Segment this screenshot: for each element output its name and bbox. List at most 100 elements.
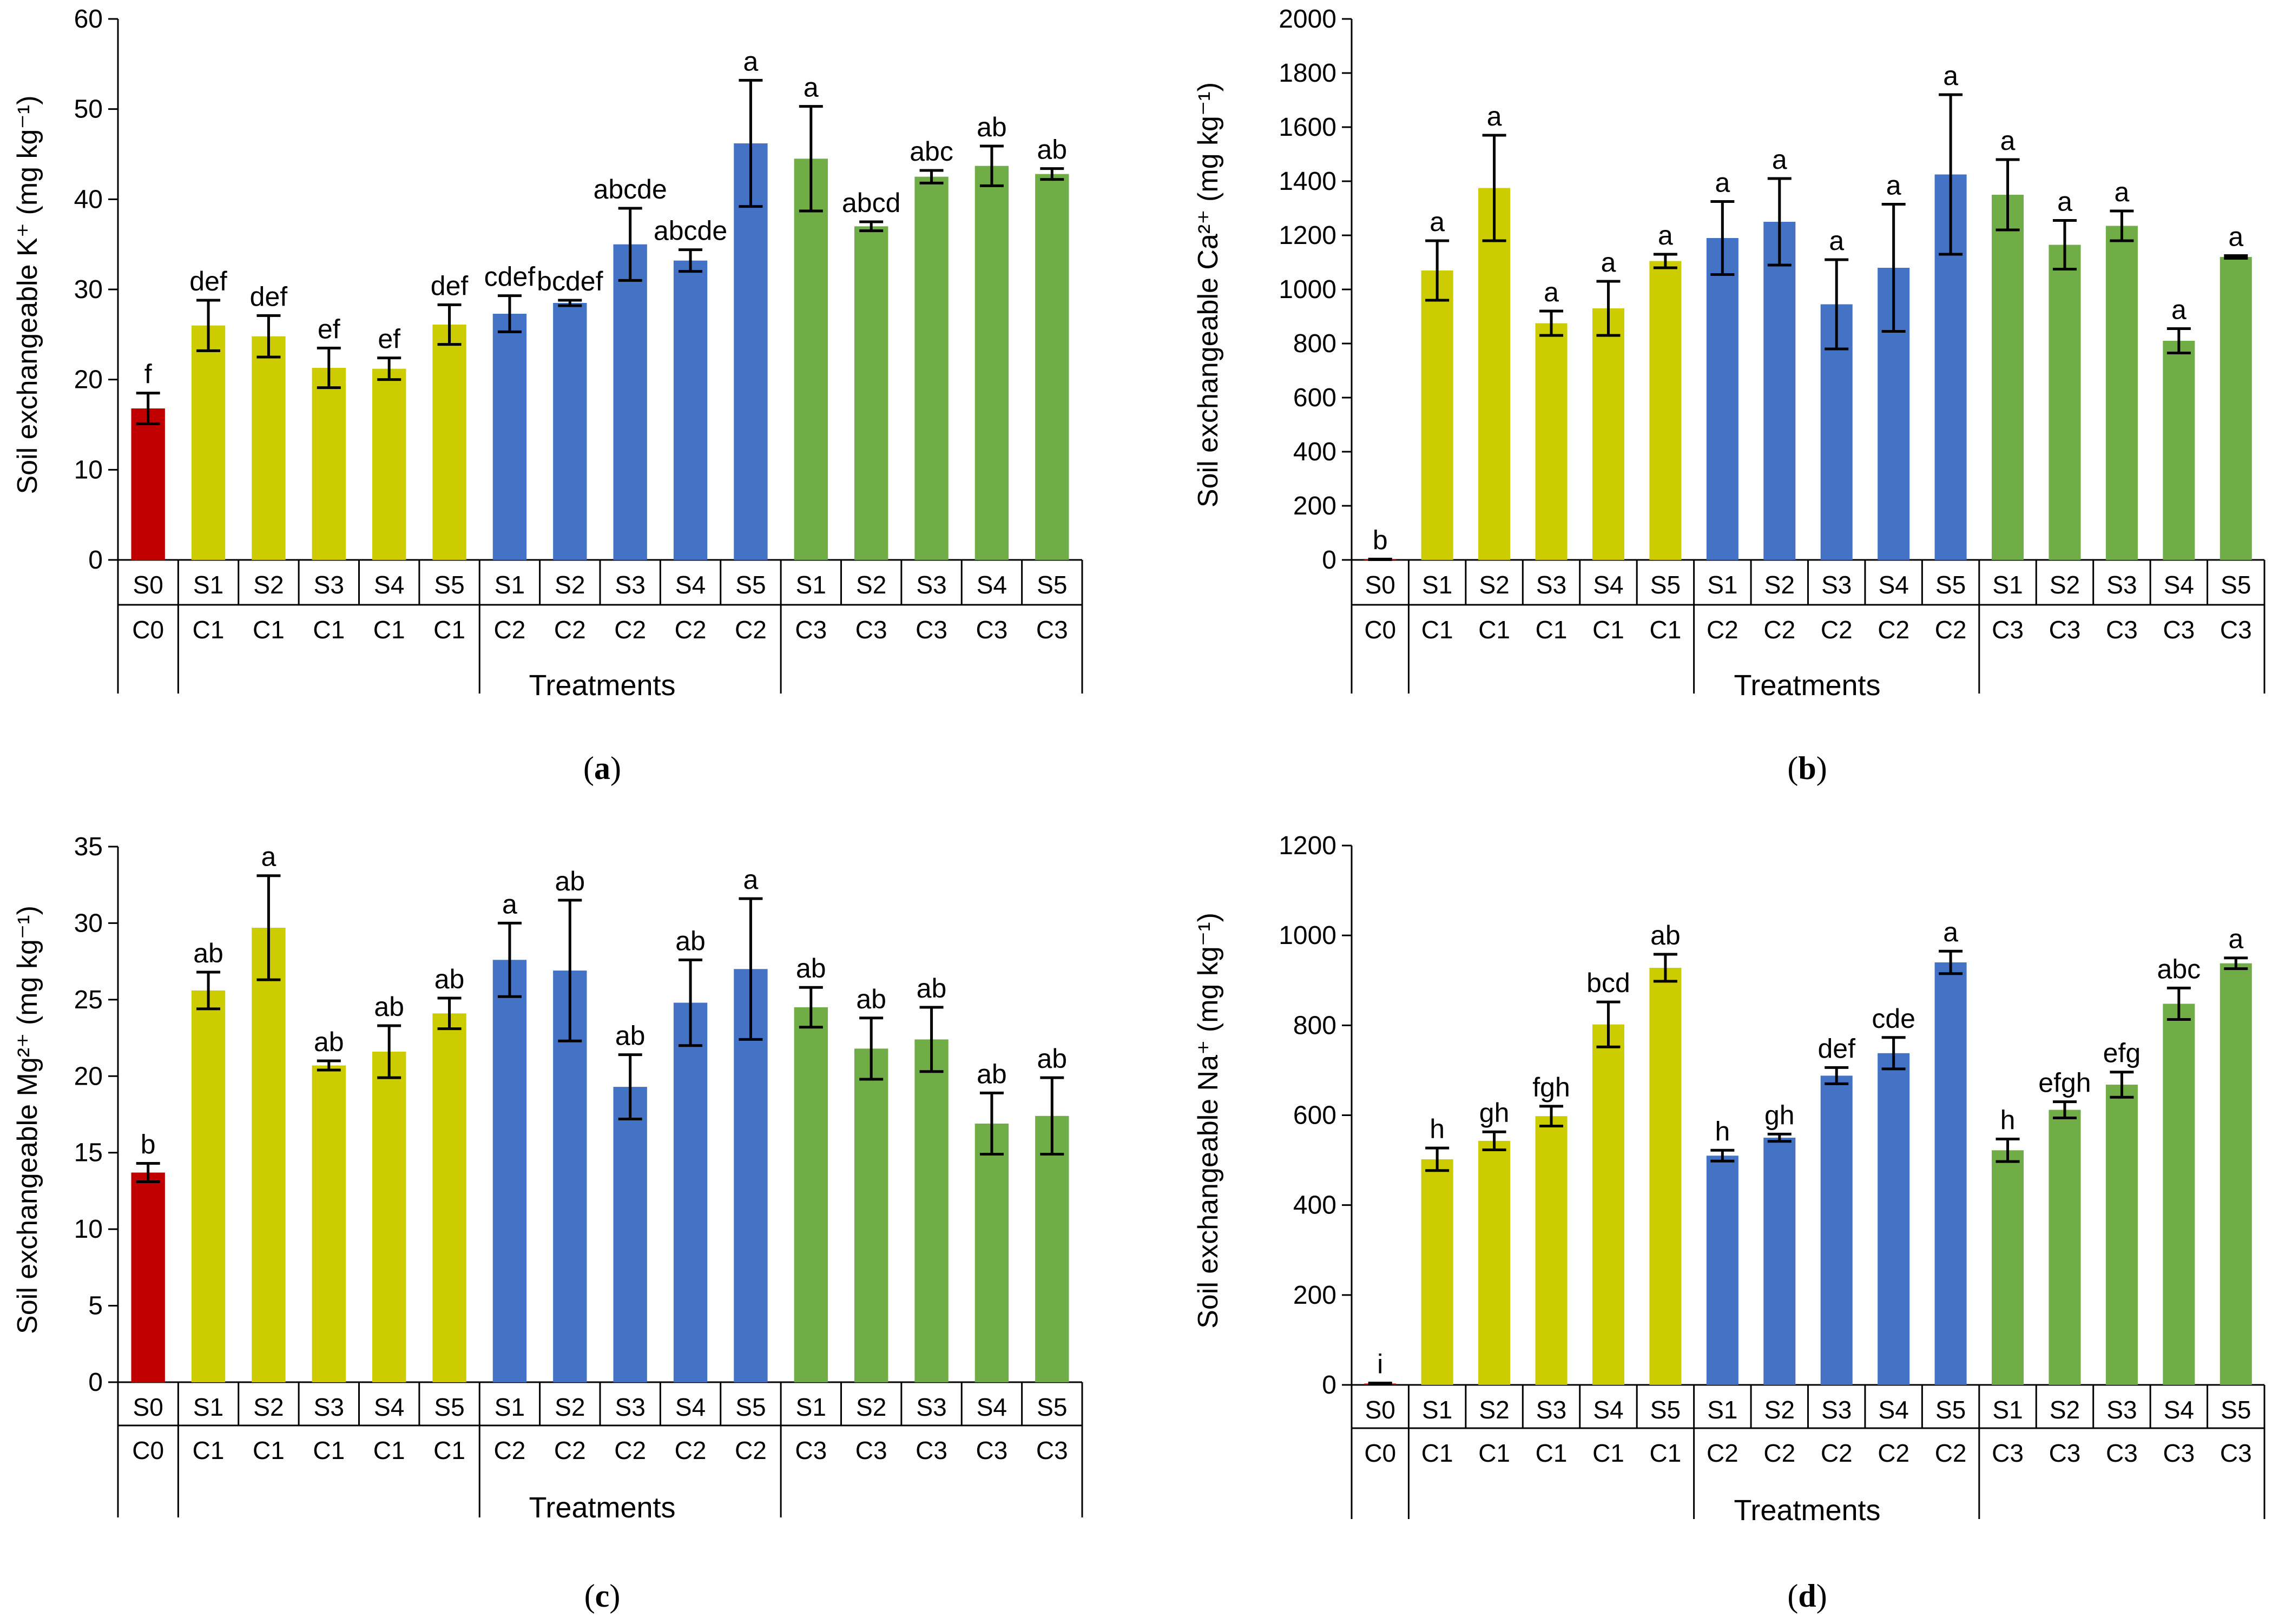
x-label-compost: C1 [1421, 616, 1453, 644]
x-label-salinity: S4 [2164, 1396, 2194, 1424]
significance-letter: efg [2103, 1038, 2141, 1068]
significance-letter: a [1658, 220, 1673, 250]
y-tick-label: 600 [1293, 384, 1336, 412]
significance-letter: bcdef [537, 266, 603, 296]
bar [492, 314, 527, 560]
significance-letter: cde [1872, 1004, 1915, 1034]
significance-letter: ab [977, 1059, 1007, 1089]
significance-letter: a [1544, 277, 1559, 307]
x-label-salinity: S4 [374, 571, 404, 599]
x-label-compost: C1 [1592, 616, 1624, 644]
significance-letter: ab [675, 926, 706, 956]
x-label-salinity: S2 [1764, 571, 1795, 599]
x-label-salinity: S4 [2164, 571, 2194, 599]
x-label-salinity: S2 [1479, 1396, 1509, 1424]
significance-letter: i [1377, 1349, 1383, 1379]
y-tick-label: 1200 [1279, 221, 1336, 250]
x-label-compost: C2 [675, 616, 707, 644]
x-label-salinity: S2 [856, 1393, 886, 1421]
bar [252, 336, 286, 560]
x-label-salinity: S4 [1593, 1396, 1623, 1424]
x-label-salinity: S1 [495, 571, 525, 599]
x-label-salinity: S3 [2106, 1396, 2137, 1424]
bar [2163, 341, 2195, 560]
x-label-compost: C3 [855, 616, 887, 644]
significance-letter: ab [917, 973, 947, 1004]
bar [372, 1052, 406, 1382]
x-label-compost: C3 [1992, 1439, 2024, 1467]
bar [312, 368, 346, 560]
x-label-salinity: S4 [675, 1393, 706, 1421]
significance-letter: a [1943, 917, 1958, 947]
x-label-salinity: S4 [675, 571, 706, 599]
x-label-salinity: S1 [495, 1393, 525, 1421]
y-tick-label: 1200 [1279, 831, 1336, 860]
x-label-salinity: S4 [1593, 571, 1623, 599]
x-label-compost: C3 [2163, 1439, 2195, 1467]
y-tick-label: 800 [1293, 1011, 1336, 1040]
y-tick-label: 40 [74, 185, 103, 214]
x-label-compost: C3 [916, 1436, 947, 1464]
bar [2163, 1004, 2195, 1385]
x-label-salinity: S5 [1037, 571, 1067, 599]
x-label-compost: C2 [1935, 1439, 1967, 1467]
x-label-compost: C2 [1935, 616, 1967, 644]
significance-letter: ab [314, 1027, 344, 1057]
bar [312, 1065, 346, 1382]
x-label-salinity: S2 [856, 571, 886, 599]
significance-letter: ab [374, 992, 404, 1022]
x-label-salinity: S4 [374, 1393, 404, 1421]
significance-letter: def [431, 270, 469, 301]
x-label-salinity: S3 [1536, 1396, 1566, 1424]
bar [794, 1007, 828, 1382]
y-axis-title: Soil exchangeable Na⁺ (mg kg⁻¹) [1193, 913, 1224, 1329]
bar [1478, 188, 1511, 560]
bar [974, 1123, 1009, 1382]
x-label-compost: C3 [1992, 616, 2024, 644]
x-label-salinity: S5 [434, 1393, 464, 1421]
bar [673, 260, 708, 560]
x-label-compost: C3 [2049, 616, 2081, 644]
bar [2105, 226, 2138, 560]
x-label-salinity: S2 [1479, 571, 1509, 599]
bar [2049, 245, 2081, 560]
x-label-salinity: S1 [193, 571, 223, 599]
bar [1035, 1115, 1069, 1382]
bar [2105, 1085, 2138, 1385]
x-axis-title: Treatments [529, 1491, 675, 1524]
significance-letter: gh [1764, 1100, 1795, 1130]
bar [613, 1087, 647, 1382]
x-label-salinity: S1 [1422, 571, 1452, 599]
significance-letter: ab [796, 953, 826, 983]
x-label-compost: C1 [193, 616, 225, 644]
significance-letter: a [2115, 177, 2130, 207]
x-label-compost: C1 [1536, 616, 1568, 644]
x-label-compost: C2 [1763, 1439, 1795, 1467]
bar [1934, 962, 1967, 1385]
x-label-salinity: S2 [555, 571, 585, 599]
x-label-compost: C2 [735, 1436, 767, 1464]
bar [1592, 1024, 1624, 1385]
y-tick-label: 20 [74, 366, 103, 394]
y-tick-label: 15 [74, 1139, 103, 1167]
y-tick-label: 50 [74, 95, 103, 124]
bar [1535, 1116, 1568, 1385]
y-tick-label: 10 [74, 455, 103, 484]
significance-letter: ab [856, 984, 886, 1014]
x-label-compost: C2 [494, 616, 526, 644]
y-tick-label: 60 [74, 5, 103, 34]
significance-letter: h [2000, 1105, 2016, 1136]
panel-label-letter: c [595, 1578, 610, 1614]
x-label-salinity: S1 [1707, 1396, 1737, 1424]
y-tick-label: 400 [1293, 1191, 1336, 1220]
bar [1763, 1138, 1796, 1385]
y-tick-label: 600 [1293, 1101, 1336, 1130]
y-axis-title: Soil exchangeable Ca²⁺ (mg kg⁻¹) [1193, 82, 1224, 507]
x-label-compost: C1 [373, 1436, 405, 1464]
significance-letter: bcd [1586, 968, 1630, 998]
bar [1992, 1150, 2024, 1385]
x-label-compost: C1 [433, 1436, 465, 1464]
x-label-compost: C1 [1536, 1439, 1568, 1467]
x-label-compost: C3 [2220, 616, 2252, 644]
x-label-compost: C1 [1478, 1439, 1510, 1467]
